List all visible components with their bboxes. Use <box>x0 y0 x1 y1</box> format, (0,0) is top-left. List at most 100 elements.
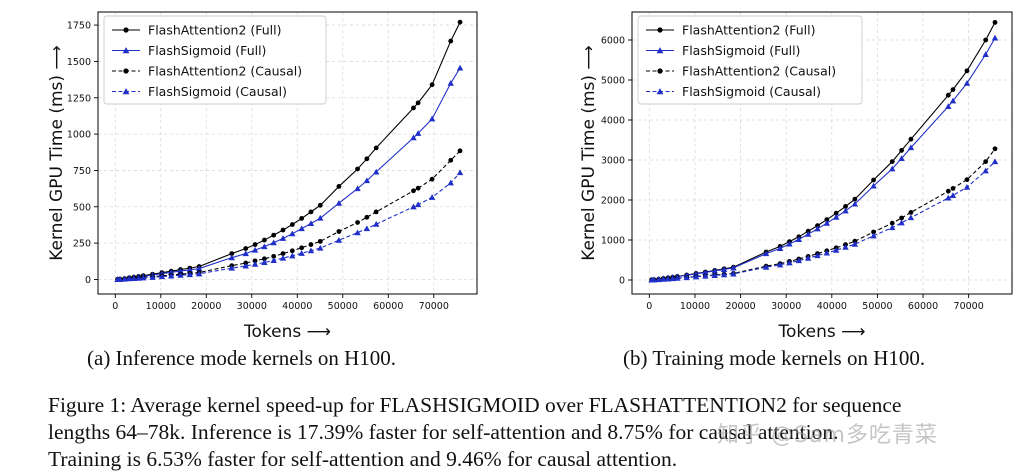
x-tick-label-1: 10000 <box>146 301 176 312</box>
point-3-11 <box>186 271 194 278</box>
point-3-24 <box>354 229 361 236</box>
point-0-31 <box>457 19 463 25</box>
x-tick-label-7: 70000 <box>419 301 449 312</box>
point-3-17 <box>270 257 277 263</box>
series-3 <box>648 158 999 283</box>
x-tick-label-0: 0 <box>112 301 118 312</box>
point-0-27 <box>945 92 951 98</box>
point-1-21 <box>307 220 315 227</box>
point-1-20 <box>832 214 840 220</box>
legend-marker-2 <box>123 68 129 74</box>
point-0-15 <box>252 242 258 247</box>
point-3-14 <box>776 261 784 268</box>
legend-label-2: FlashAttention2 (Causal) <box>682 64 836 79</box>
point-1-26 <box>372 168 380 175</box>
point-2-30 <box>983 159 989 165</box>
point-3-28 <box>414 201 422 208</box>
plot-frame <box>97 11 478 295</box>
point-3-30 <box>982 167 989 174</box>
point-2-24 <box>889 220 895 226</box>
figure-caption-line-1: Figure 1: Average kernel speed-up for FL… <box>48 393 902 417</box>
chart-training: 0 10000 20000 30000 40000 50000 60000 70000 0 100… <box>579 11 1013 342</box>
point-3-15 <box>251 261 259 267</box>
point-0-26 <box>908 136 914 142</box>
y-tick-label-1: 250 <box>73 239 91 250</box>
point-3-27 <box>945 194 952 201</box>
point-0-24 <box>889 159 895 165</box>
point-1-23 <box>335 199 343 206</box>
point-3-19 <box>823 249 831 256</box>
x-tick-label-1: 10000 <box>680 301 710 312</box>
point-3-24 <box>889 224 896 231</box>
point-3-29 <box>963 184 971 190</box>
point-3-29 <box>428 194 436 200</box>
legend-label-3: FlashSigmoid (Causal) <box>148 84 287 99</box>
y-tick-label-1: 1000 <box>601 236 625 247</box>
point-2-20 <box>299 245 305 251</box>
point-3-25 <box>363 225 371 232</box>
x-tick-label-7: 70000 <box>954 301 984 312</box>
point-3-6 <box>674 275 681 281</box>
point-3-18 <box>279 254 287 261</box>
point-1-15 <box>251 246 259 253</box>
chart-inference: 0 10000 20000 30000 40000 50000 60000 70000 0 250… <box>47 11 478 342</box>
point-1-31 <box>456 64 464 71</box>
point-0-17 <box>271 232 277 238</box>
point-0-22 <box>852 196 858 202</box>
point-3-21 <box>842 244 849 250</box>
point-1-31 <box>991 34 999 41</box>
chart-panel-inference: 0 10000 20000 30000 40000 50000 60000 70000 0 250… <box>0 0 500 342</box>
point-1-22 <box>851 200 859 207</box>
point-1-9 <box>702 269 709 275</box>
point-3-16 <box>261 259 268 266</box>
point-3-13 <box>762 264 770 270</box>
y-axis-label: Kernel GPU Time (ms) ⟶ <box>579 45 599 261</box>
point-1-26 <box>907 144 915 151</box>
point-2-17 <box>271 253 277 259</box>
point-0-18 <box>280 227 286 233</box>
x-tick-label-5: 50000 <box>862 301 892 312</box>
legend-marker-0 <box>657 27 663 33</box>
point-2-25 <box>364 214 370 220</box>
point-3-9 <box>167 272 175 279</box>
point-1-16 <box>261 243 268 250</box>
chart-panel-training: 0 10000 20000 30000 40000 50000 60000 70000 0 100… <box>532 0 1034 342</box>
point-2-29 <box>964 177 970 183</box>
watermark: 知乎 @Sam多吃青菜 <box>717 423 938 448</box>
point-0-24 <box>355 166 360 172</box>
figure-caption-line-3: Training is 6.53% faster for self-attent… <box>48 447 678 471</box>
point-3-22 <box>851 241 859 247</box>
point-3-10 <box>711 272 718 278</box>
legend-label-1: FlashSigmoid (Full) <box>148 43 266 58</box>
point-1-11 <box>186 266 194 273</box>
point-1-14 <box>776 245 784 251</box>
point-2-15 <box>252 258 258 264</box>
point-0-20 <box>833 210 839 216</box>
point-0-18 <box>815 223 820 229</box>
point-1-22 <box>317 214 324 221</box>
point-2-28 <box>415 185 421 191</box>
point-0-14 <box>243 246 249 251</box>
point-2-28 <box>950 186 956 191</box>
point-1-29 <box>963 80 971 86</box>
point-0-16 <box>261 237 267 243</box>
series-3 <box>114 169 464 282</box>
legend-box <box>103 15 327 105</box>
point-3-13 <box>228 264 235 271</box>
point-2-24 <box>355 220 360 225</box>
point-1-13 <box>228 254 235 261</box>
point-3-26 <box>372 221 380 227</box>
x-tick-label-4: 40000 <box>282 301 312 312</box>
point-1-24 <box>354 185 361 192</box>
point-3-7 <box>683 274 690 281</box>
point-2-31 <box>992 146 998 152</box>
point-3-14 <box>242 262 249 269</box>
x-tick-label-3: 30000 <box>771 301 801 312</box>
point-1-20 <box>298 225 305 232</box>
y-tick-label-0: 0 <box>619 276 625 287</box>
point-3-6 <box>140 274 147 281</box>
point-1-10 <box>711 267 718 274</box>
series-line-3 <box>651 161 996 281</box>
point-3-2 <box>121 275 128 282</box>
legend-label-0: FlashAttention2 (Full) <box>148 23 282 38</box>
